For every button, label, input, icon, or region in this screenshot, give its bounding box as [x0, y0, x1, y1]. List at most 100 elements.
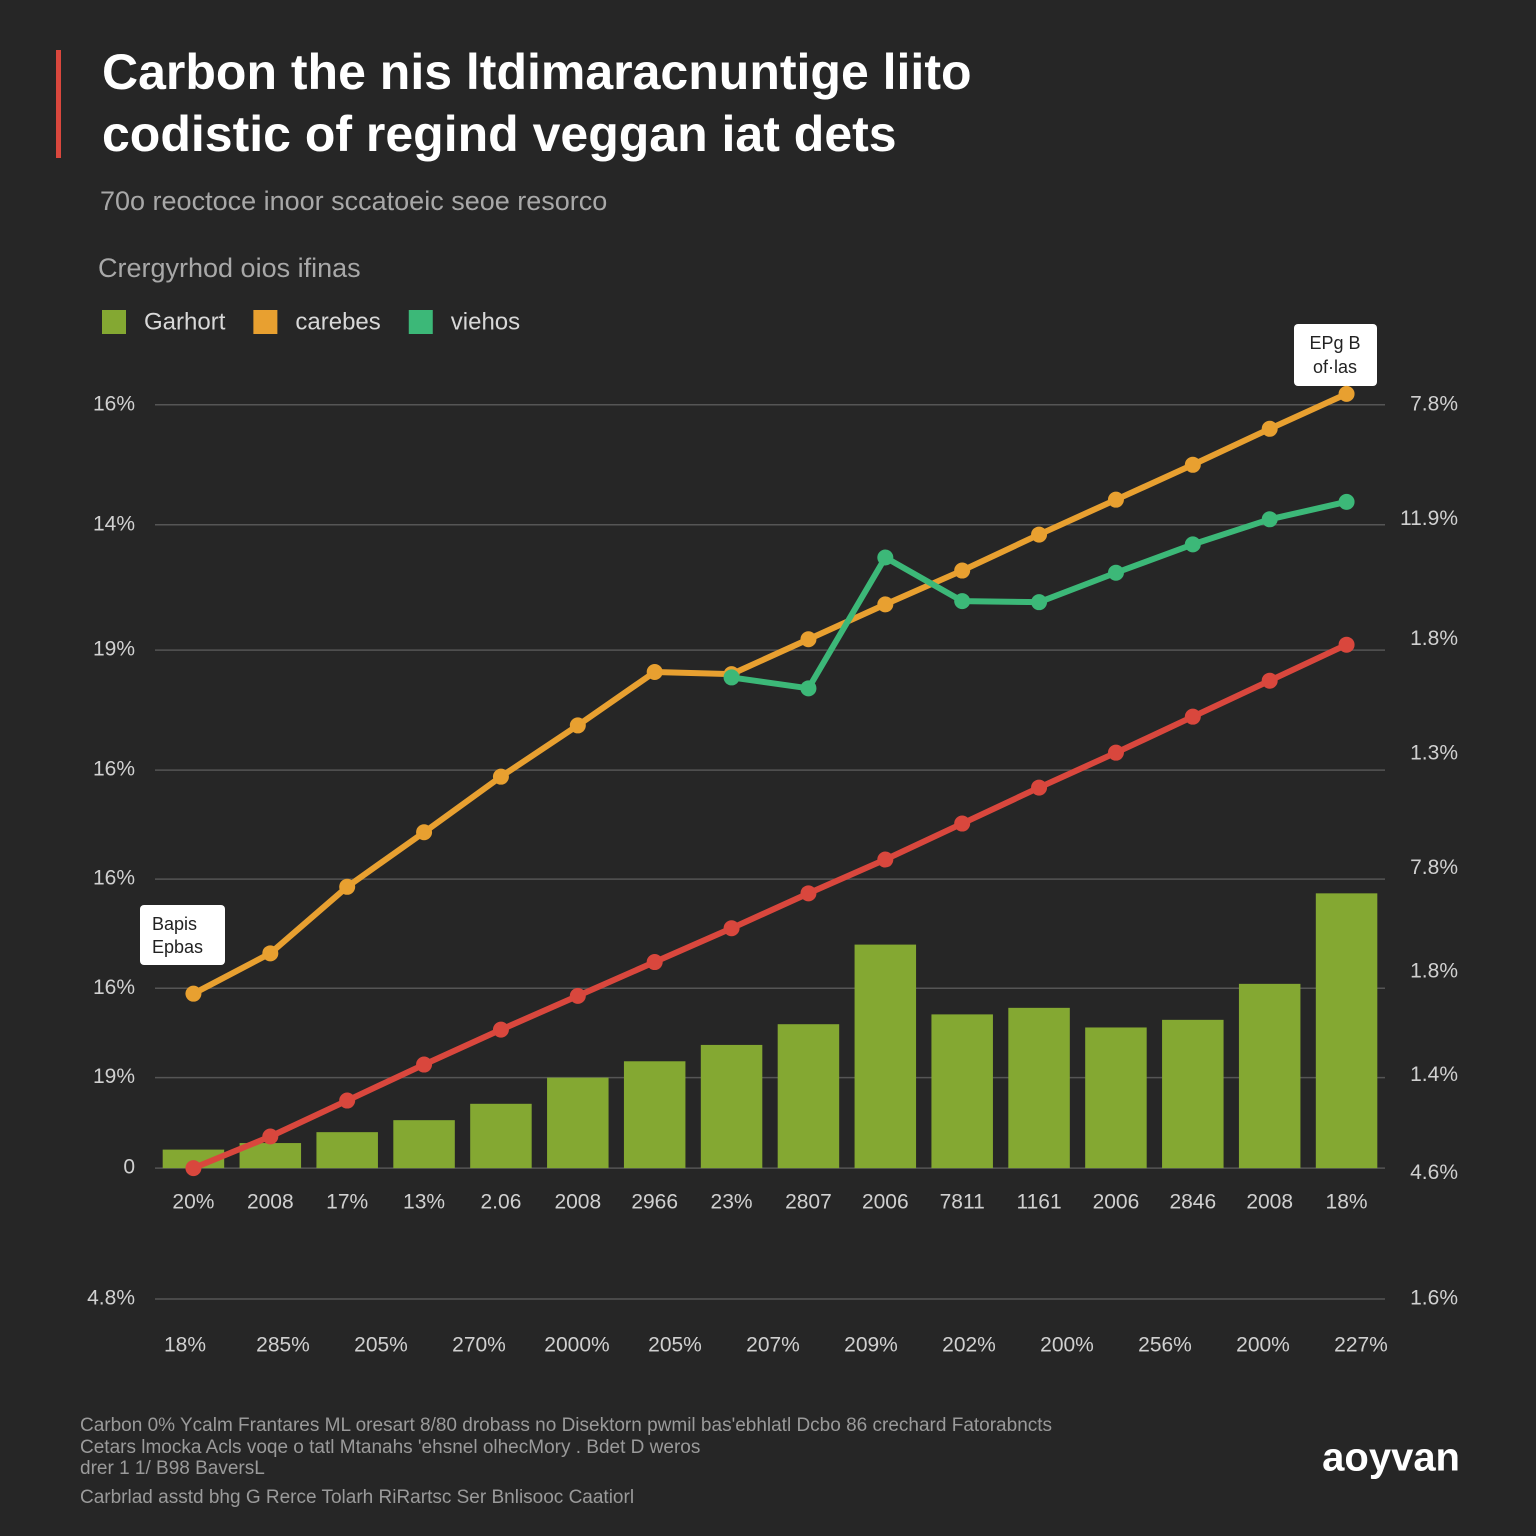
- line-point: [185, 1160, 202, 1177]
- annotation: of·las: [1313, 357, 1357, 377]
- legend-label: viehos: [451, 308, 520, 335]
- bar: [700, 1044, 763, 1169]
- x-tick-label: 2008: [554, 1191, 601, 1214]
- x-tick-label: 2.06: [481, 1191, 522, 1214]
- line-point: [492, 1021, 509, 1038]
- x-tick-label: 13%: [403, 1191, 445, 1214]
- title-accent: [56, 50, 61, 158]
- x2-tick-label: 18%: [164, 1334, 206, 1357]
- annotation-box: [1294, 324, 1377, 386]
- legend-label: carebes: [295, 308, 380, 335]
- line-point: [1107, 491, 1124, 508]
- x-tick-label: 2006: [1093, 1191, 1140, 1214]
- x-tick-label: 2807: [785, 1191, 832, 1214]
- x2-tick-label: 200%: [1040, 1334, 1094, 1357]
- line-point: [569, 987, 586, 1004]
- line-point: [1107, 564, 1124, 581]
- y2-tick-label: 1.3%: [1410, 741, 1458, 764]
- line-point: [1261, 672, 1278, 689]
- annotation: EPg B: [1309, 333, 1360, 353]
- bar: [547, 1077, 609, 1169]
- line-point: [723, 669, 740, 686]
- line-point: [723, 920, 740, 937]
- bar: [1238, 983, 1301, 1169]
- y2-tick-label: 1.4%: [1410, 1063, 1458, 1086]
- line: [192, 641, 1348, 1171]
- line-point: [1184, 456, 1201, 473]
- bar: [1315, 893, 1378, 1169]
- x-tick-label: 18%: [1326, 1191, 1368, 1214]
- x2-tick-label: 200%: [1236, 1334, 1290, 1357]
- bar: [470, 1103, 532, 1169]
- x2-tick-label: 209%: [844, 1334, 898, 1357]
- y2-tick-label: 7.8%: [1410, 392, 1458, 415]
- x2-tick-label: 205%: [354, 1334, 408, 1357]
- footer: Cetars lmocka Acls voqe o tatl Mtanahs '…: [80, 1437, 700, 1458]
- legend-swatch: [408, 310, 433, 334]
- line-point: [646, 954, 663, 971]
- x-tick-label: 1161: [1016, 1191, 1061, 1214]
- line-point: [877, 549, 894, 566]
- line: [192, 391, 1348, 997]
- line-point: [1338, 636, 1355, 653]
- y2-tick-label: 11.9%: [1400, 507, 1458, 530]
- y2-tick-label: 1.6%: [1410, 1287, 1458, 1310]
- footer: Carbon 0% Ycalm Frantares ML oresart 8/8…: [80, 1415, 1052, 1436]
- line-point: [646, 663, 663, 680]
- line-point: [185, 985, 202, 1002]
- line-point: [339, 878, 356, 895]
- y-tick-label: 16%: [93, 867, 135, 890]
- x2-tick-label: 202%: [942, 1334, 996, 1357]
- y-tick-label: 19%: [93, 638, 135, 661]
- line-point: [492, 768, 509, 785]
- x2-tick-label: 256%: [1138, 1334, 1192, 1357]
- annotation: Bapis: [152, 914, 197, 934]
- legend-label: Garhort: [144, 308, 226, 335]
- line-point: [416, 1056, 433, 1073]
- y-tick-label: 19%: [93, 1065, 135, 1088]
- x-tick-label: 2008: [1246, 1191, 1293, 1214]
- bar: [393, 1120, 455, 1169]
- annotation: Epbas: [152, 937, 203, 957]
- line-point: [1338, 385, 1355, 402]
- x2-tick-label: 285%: [256, 1334, 310, 1357]
- bar: [316, 1132, 378, 1169]
- bar: [854, 944, 917, 1169]
- y-tick-label: 0: [123, 1156, 135, 1179]
- line-point: [1338, 493, 1355, 510]
- line-point: [1107, 744, 1124, 761]
- x-tick-label: 23%: [711, 1191, 753, 1214]
- line-point: [262, 945, 279, 962]
- line-point: [954, 593, 971, 610]
- logo: aoyvan: [1322, 1436, 1460, 1480]
- x-tick-label: 2006: [862, 1191, 909, 1214]
- bar: [777, 1024, 840, 1169]
- line-point: [877, 596, 894, 613]
- line-point: [877, 851, 894, 868]
- y-tick-label: 16%: [93, 976, 135, 999]
- bar: [623, 1061, 686, 1169]
- y2-tick-label: 7.8%: [1410, 856, 1458, 879]
- x2-tick-label: 227%: [1334, 1334, 1388, 1357]
- legend-swatch: [253, 310, 278, 334]
- y-tick-label: 16%: [93, 392, 135, 415]
- line-point: [1031, 594, 1048, 611]
- line-point: [262, 1128, 279, 1145]
- x-tick-label: 2008: [247, 1191, 294, 1214]
- y2-tick-label: 1.8%: [1410, 959, 1458, 982]
- line-point: [1031, 779, 1048, 796]
- y-tick-label: 4.8%: [87, 1287, 135, 1310]
- x-tick-label: 7811: [940, 1191, 985, 1214]
- bar: [931, 1014, 993, 1169]
- line-point: [954, 815, 971, 832]
- line-point: [800, 885, 817, 902]
- x2-tick-label: 2000%: [544, 1334, 609, 1357]
- line-point: [800, 631, 817, 648]
- line-point: [569, 717, 586, 734]
- footer: Carbrlad asstd bhg G Rerce Tolarh RiRart…: [80, 1487, 634, 1508]
- chart-title: Carbon the nis ltdimaracnuntige liito: [102, 44, 972, 100]
- y2-tick-label: 4.6%: [1410, 1161, 1458, 1184]
- x2-tick-label: 207%: [746, 1334, 800, 1357]
